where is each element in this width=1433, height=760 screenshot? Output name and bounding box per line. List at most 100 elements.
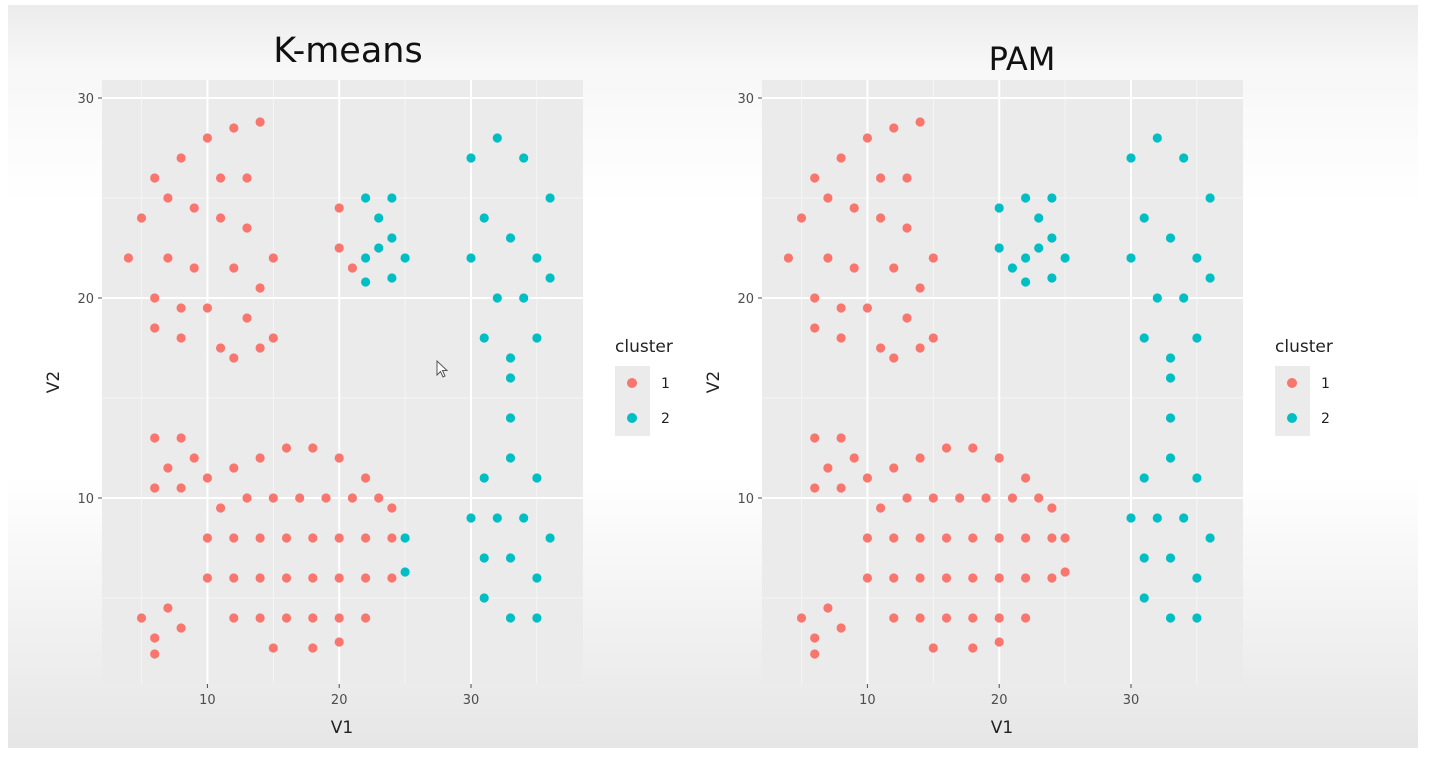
data-point — [928, 643, 938, 653]
data-point — [902, 173, 912, 183]
data-point — [216, 213, 226, 223]
data-point — [216, 173, 226, 183]
data-point — [150, 649, 160, 659]
data-point — [941, 443, 952, 453]
data-point — [176, 333, 186, 343]
legend-key-bg — [615, 366, 650, 436]
data-point — [268, 493, 278, 503]
data-point — [505, 233, 516, 243]
data-point — [229, 533, 239, 543]
y-axis-label: V2 — [704, 371, 724, 393]
data-point — [163, 463, 173, 473]
data-point — [387, 273, 397, 283]
data-point — [150, 293, 160, 303]
data-point — [1047, 273, 1057, 283]
data-point — [915, 613, 925, 623]
data-point — [150, 633, 160, 643]
data-point — [994, 243, 1004, 253]
data-point — [361, 193, 371, 203]
legend-key-1 — [1287, 378, 1297, 388]
data-point — [255, 343, 265, 353]
data-point — [136, 213, 147, 223]
data-point — [810, 433, 820, 443]
data-point — [1021, 277, 1031, 287]
data-point — [176, 623, 186, 633]
data-point — [163, 193, 173, 203]
data-point — [889, 463, 899, 473]
data-point — [1165, 373, 1176, 383]
data-point — [1047, 233, 1057, 243]
data-point — [1047, 533, 1057, 543]
data-point — [255, 117, 265, 127]
data-point — [928, 333, 938, 343]
mouse-cursor-icon — [436, 359, 449, 378]
data-point — [505, 413, 516, 423]
data-point — [994, 573, 1004, 583]
data-point — [229, 353, 239, 363]
data-point — [1021, 533, 1031, 543]
data-point — [361, 277, 371, 287]
data-point — [281, 573, 292, 583]
data-point — [915, 117, 925, 127]
data-point — [836, 303, 846, 313]
data-point — [810, 323, 820, 333]
data-point — [189, 453, 199, 463]
data-point — [1007, 263, 1018, 273]
grid-lines — [762, 80, 1243, 684]
data-point — [1192, 253, 1202, 263]
data-point — [255, 573, 265, 583]
data-point — [1192, 333, 1202, 343]
data-point — [915, 283, 925, 293]
data-point — [176, 153, 186, 163]
data-point — [505, 613, 516, 623]
data-point — [334, 613, 344, 623]
data-point — [268, 643, 278, 653]
data-point — [941, 613, 952, 623]
data-point — [545, 193, 555, 203]
data-point — [928, 493, 938, 503]
data-point — [1205, 193, 1215, 203]
y-tick-label: 30 — [737, 92, 754, 107]
data-point — [505, 353, 516, 363]
data-point — [1139, 553, 1149, 563]
data-point — [150, 483, 160, 493]
data-point — [1021, 253, 1031, 263]
data-point — [242, 223, 252, 233]
data-point — [479, 213, 489, 223]
data-point — [347, 263, 357, 273]
data-point — [308, 643, 318, 653]
x-tick-label: 20 — [991, 693, 1008, 708]
data-point — [1152, 293, 1162, 303]
data-point — [255, 283, 265, 293]
data-point — [1034, 243, 1044, 253]
data-point — [783, 253, 794, 263]
data-point — [387, 193, 397, 203]
data-point — [823, 463, 833, 473]
data-point — [216, 503, 226, 513]
data-point — [1060, 533, 1070, 543]
data-point — [255, 533, 265, 543]
data-point — [889, 123, 899, 133]
y-tick-label: 10 — [737, 492, 754, 507]
data-point — [876, 213, 886, 223]
data-point — [889, 573, 899, 583]
data-point — [374, 493, 384, 503]
data-point — [216, 343, 226, 353]
data-point — [862, 133, 873, 143]
data-point — [1192, 573, 1202, 583]
data-point — [176, 303, 186, 313]
data-point — [968, 443, 978, 453]
data-point — [862, 533, 873, 543]
data-point — [915, 343, 925, 353]
data-point — [150, 173, 160, 183]
data-point — [1126, 513, 1136, 523]
data-point — [202, 533, 212, 543]
data-point — [902, 313, 912, 323]
data-point — [308, 443, 318, 453]
data-point — [1047, 573, 1057, 583]
data-point — [1165, 353, 1176, 363]
data-point — [968, 533, 978, 543]
data-point — [1060, 253, 1070, 263]
data-point — [796, 213, 807, 223]
grid-lines — [102, 80, 583, 684]
